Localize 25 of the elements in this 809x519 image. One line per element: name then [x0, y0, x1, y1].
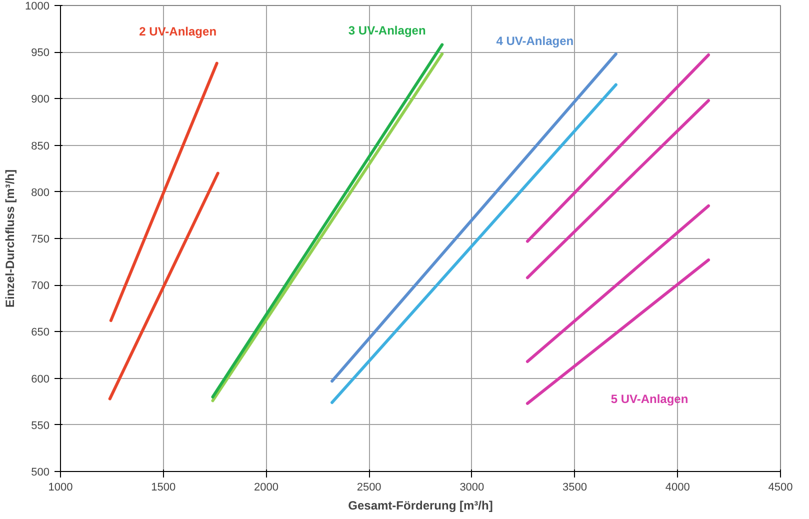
x-tick-label: 2500 [356, 482, 382, 494]
y-tick-label: 950 [31, 47, 50, 60]
y-tick-label: 900 [31, 94, 50, 106]
x-tick-label: 1500 [151, 482, 176, 494]
y-tick-label: 550 [31, 420, 50, 432]
x-tick-label: 2000 [254, 482, 278, 494]
y-tick-label: 800 [31, 186, 50, 199]
y-tick-label: 650 [31, 326, 50, 339]
y-tick-label: 600 [31, 373, 50, 386]
y-axis-title: Einzel-Durchfluss [m³/h] [3, 169, 18, 308]
x-axis-title: Gesamt-Förderung [m³/h] [348, 498, 493, 512]
x-tick-label: 1000 [48, 482, 73, 494]
x-tick-label: 3500 [562, 482, 588, 494]
text: 5 UV-Anlagen [610, 392, 688, 406]
x-tick-label: 4000 [665, 482, 690, 494]
y-tick-label: 500 [31, 466, 50, 478]
series-label: 3 UV-Anlagen [348, 24, 426, 38]
y-tick-label: 1000 [25, 0, 50, 12]
y-tick-label: 850 [31, 140, 50, 152]
x-tick-label: 3000 [460, 482, 484, 494]
y-tick-label: 700 [31, 280, 50, 292]
y-tick-label: 750 [31, 234, 50, 246]
x-tick-label: 4500 [768, 482, 793, 494]
text: 2 UV-Anlagen [139, 24, 217, 38]
text: 4 UV-Anlagen [496, 34, 574, 48]
